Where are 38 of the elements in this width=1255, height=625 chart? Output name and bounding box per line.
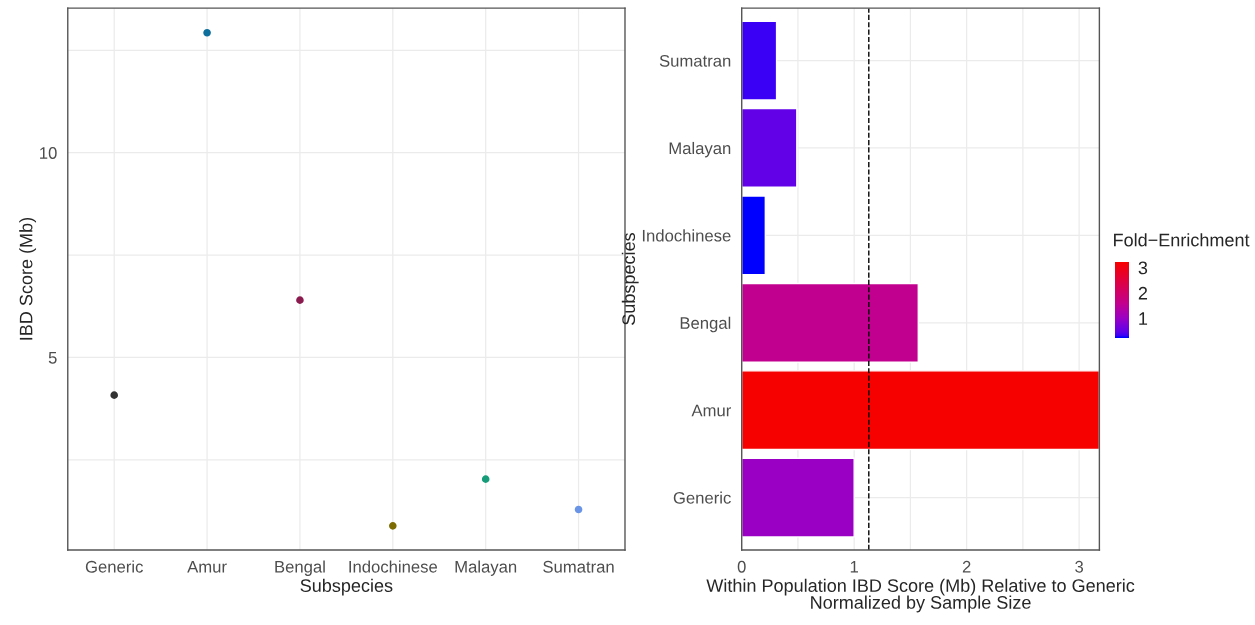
y-tick-label: 5 [48,352,57,364]
point [481,475,490,483]
point [203,28,211,37]
x-tick-label: 0 [737,560,746,573]
y-tick-label: 10 [40,147,57,159]
x-tick-label: 3 [1075,560,1084,573]
y-tick-label: Sumatran [659,54,731,67]
y-axis-title: Subspecies [621,233,639,325]
x-tick-label: 1 [850,561,858,573]
bar [741,370,1100,451]
bar [741,20,778,101]
y-tick-label: Amur [691,404,732,417]
point [389,522,397,530]
x-axis-title: Subspecies [300,578,393,596]
bar [741,195,767,276]
x-axis-title: Within Population IBD Score (Mb) Relative to Generic Normalized by Sample Size [706,578,1135,613]
y-tick-label: Bengal [680,316,731,333]
point [110,391,119,399]
x-tick-label: Generic [85,560,143,573]
x-tick-label: 2 [962,560,971,573]
bar [741,457,855,538]
color-bar-label: 2 [1138,286,1148,300]
point [296,296,304,304]
y-tick-label: Indochinese [642,229,731,242]
y-tick-label: Malayan [669,141,731,158]
x-tick-label: Sumatran [543,560,614,573]
color-bar-label: 3 [1138,261,1148,275]
color-bar-label: 1 [1139,312,1148,325]
x-tick-label: Amur [187,561,227,573]
x-tick-label: Bengal [275,560,325,576]
x-tick-label: Indochinese [349,560,438,573]
bar [741,282,919,363]
y-tick-label: Generic [673,491,731,504]
x-tick-label: Malayan [455,560,517,576]
color-bar-title: Fold−Enrichment [1114,233,1250,247]
bar [741,107,798,188]
y-axis-title: IBD Score (Mb) [19,217,37,340]
point [574,505,583,514]
